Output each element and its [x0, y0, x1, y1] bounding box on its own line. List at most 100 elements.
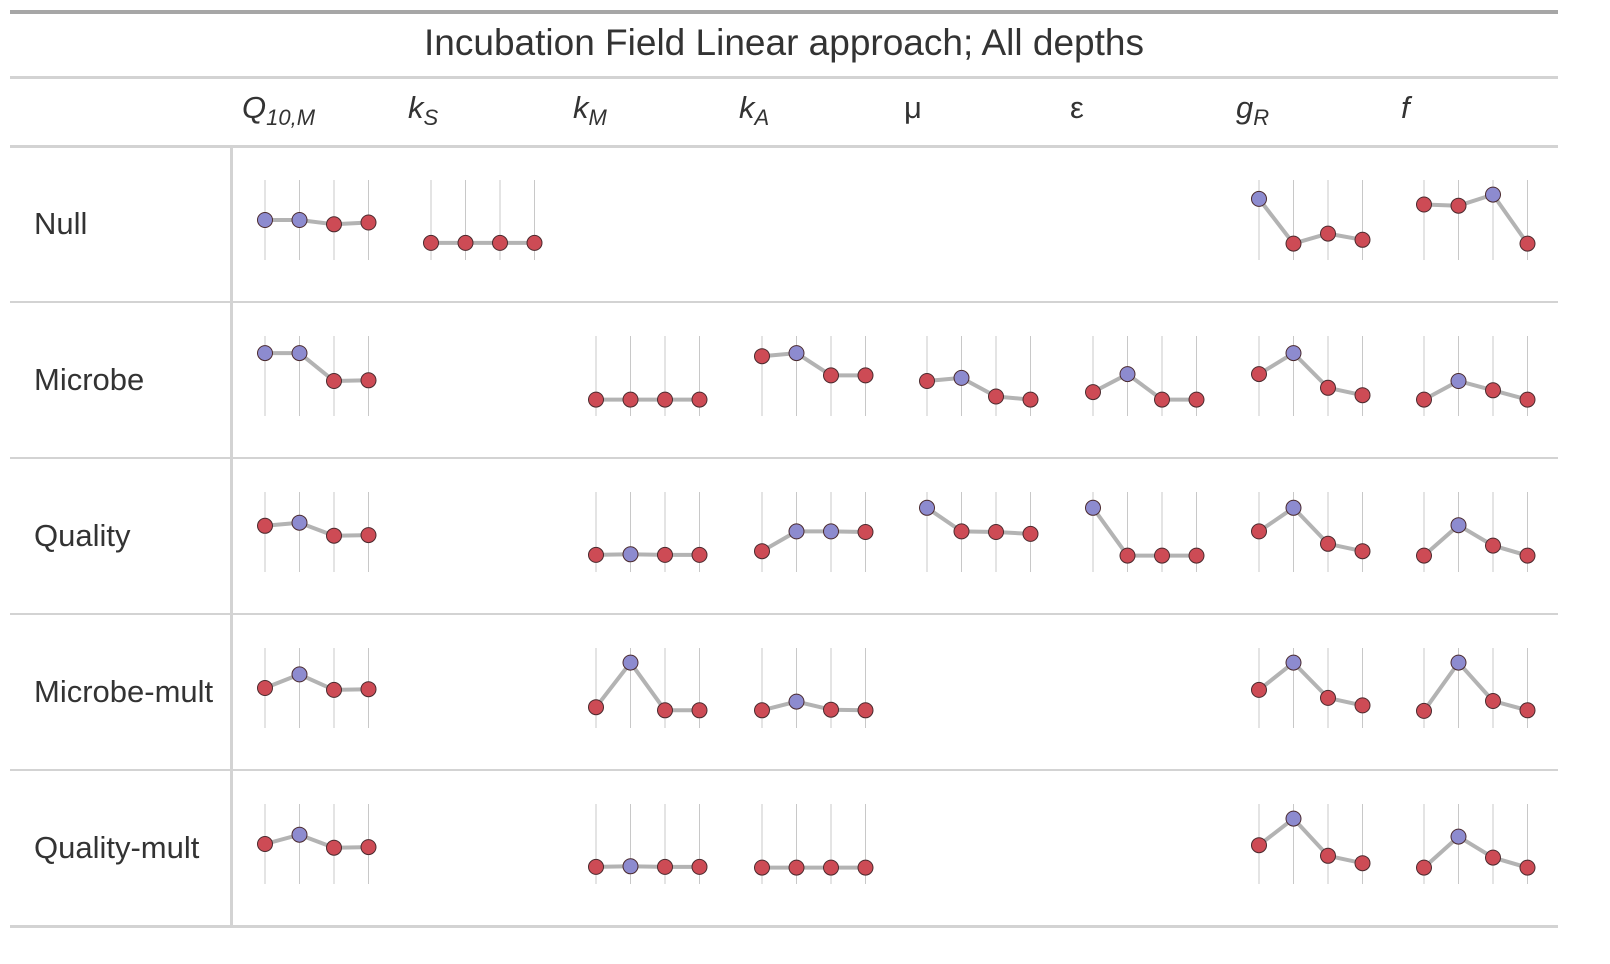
sparkline-point	[1450, 517, 1467, 534]
sparkline-point	[360, 372, 377, 389]
sparkline	[1416, 336, 1536, 416]
sparkline-point	[823, 701, 839, 718]
sparkline-line	[1091, 372, 1199, 402]
sparkline-line	[1422, 379, 1530, 402]
sparkline-point	[857, 367, 874, 384]
sparkline-point	[291, 514, 308, 531]
sparkline-point	[257, 836, 273, 852]
sparkline-line	[263, 351, 371, 383]
sparkline-point	[823, 367, 839, 384]
column-header-ks: kS	[408, 90, 438, 131]
sparkline-point	[1285, 345, 1302, 362]
sparkline-point	[492, 234, 508, 251]
row-label-quality-mult: Quality-mult	[34, 830, 200, 865]
sparkline	[1251, 336, 1371, 416]
sparkline-point	[1354, 855, 1371, 872]
sparkline-point	[1416, 391, 1432, 408]
sparkline-point	[1251, 681, 1267, 698]
sparkline-point	[1450, 373, 1467, 389]
sparkline	[588, 804, 708, 884]
sparkline-point	[326, 373, 342, 389]
sparkline	[754, 336, 874, 416]
sparkline-point	[1354, 543, 1371, 560]
sparkline-point	[1416, 859, 1432, 876]
sparkline-point	[588, 391, 604, 408]
column-header-km: kM	[573, 90, 607, 131]
sparkline-point	[788, 693, 805, 710]
column-header-sub: 10,M	[266, 105, 316, 130]
sparkline-point	[1188, 547, 1205, 564]
sparkline-line	[1422, 834, 1530, 870]
sparkline-point	[691, 858, 708, 875]
sparkline-point	[1320, 379, 1336, 396]
sparkline-point	[1519, 235, 1536, 252]
bottom-rule	[10, 925, 1558, 928]
column-header-base: k	[739, 90, 755, 125]
sparkline-point	[1285, 235, 1302, 252]
sparkline-line	[925, 375, 1033, 402]
sparkline-point	[1354, 697, 1371, 714]
sparkline-line	[263, 218, 371, 227]
sparkline-point	[457, 234, 474, 251]
stub-divider	[230, 148, 233, 928]
column-header-base: k	[408, 90, 424, 125]
sparkline-line	[594, 660, 702, 713]
sparkline-line	[263, 672, 371, 692]
column-header-base: k	[573, 90, 589, 125]
sparkline-line	[1257, 505, 1365, 554]
sparkline-point	[1320, 225, 1336, 242]
sparkline	[423, 180, 543, 260]
sparkline-line	[1422, 660, 1530, 713]
sparkline-point	[257, 680, 273, 696]
column-header-gr: gR	[1236, 90, 1269, 131]
sparkline-line	[1422, 192, 1530, 246]
sparkline-point	[526, 234, 543, 251]
sparkline-point	[1320, 535, 1336, 552]
row-label-microbe: Microbe	[34, 362, 145, 397]
sparkline-point	[257, 212, 273, 228]
sparkline-point	[588, 699, 604, 716]
sparkline-point	[953, 369, 970, 386]
sparkline-point	[1154, 391, 1170, 408]
sparkline	[1085, 336, 1205, 416]
sparkline-point	[1085, 384, 1101, 401]
sparkline-point	[857, 524, 874, 540]
row-divider	[10, 613, 1558, 615]
row-divider	[10, 301, 1558, 303]
sparkline	[1416, 180, 1536, 260]
row-label-null: Null	[34, 206, 88, 241]
sparkline-point	[754, 859, 770, 876]
sparkline-point	[1485, 693, 1501, 709]
sparkline-point	[657, 546, 673, 563]
sparkline-point	[360, 527, 377, 544]
sparkline-point	[326, 216, 342, 233]
sparkline-point	[326, 839, 342, 856]
sparkline	[588, 336, 708, 416]
sparkline	[588, 492, 708, 572]
sparkline-line	[263, 832, 371, 850]
column-header-sub: M	[588, 105, 607, 130]
sparkline-point	[1485, 382, 1501, 399]
sparkline	[257, 804, 377, 884]
sparkline-point	[291, 666, 308, 683]
sparkline	[754, 804, 874, 884]
sparkline-line	[760, 699, 868, 713]
sparkline-point	[1320, 847, 1336, 864]
sparkline	[1251, 648, 1371, 728]
sparkline-point	[1450, 197, 1467, 214]
sparkline-point	[691, 702, 708, 719]
sparkline-line	[594, 552, 702, 557]
sparkline-point	[857, 859, 874, 876]
sparkline	[257, 336, 377, 416]
sparkline-point	[1450, 654, 1467, 671]
sparkline-point	[291, 826, 308, 843]
column-header-q10m: Q10,M	[242, 90, 315, 131]
sparkline-point	[754, 348, 770, 365]
sparkline-point	[1285, 654, 1302, 671]
sparkline	[1251, 804, 1371, 884]
sparkline-point	[823, 859, 839, 876]
sparkline-point	[919, 373, 935, 389]
sparkline-point	[1354, 231, 1371, 248]
sparkline-line	[1257, 351, 1365, 398]
sparkline-point	[1320, 689, 1336, 706]
